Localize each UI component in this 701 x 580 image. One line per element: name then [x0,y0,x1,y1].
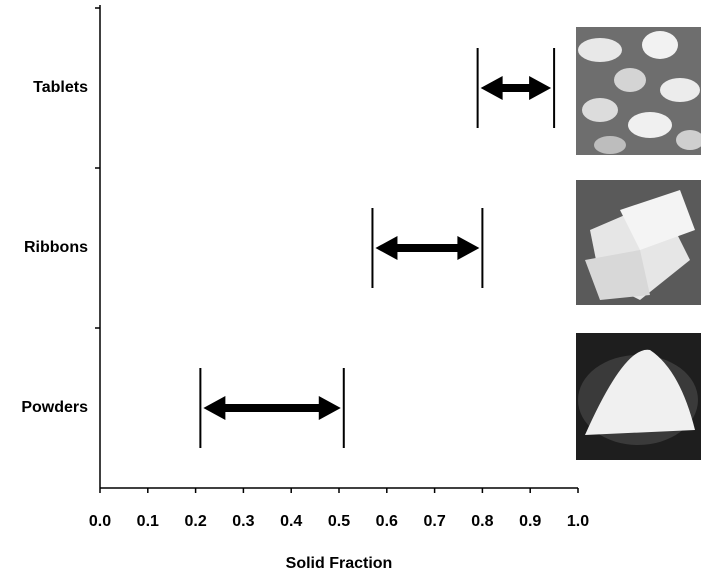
x-tick-label: 0.0 [89,513,111,530]
range-arrow [481,76,551,100]
photo-ribbons [576,180,701,305]
x-tick-label: 0.5 [328,513,350,530]
x-tick-label: 0.9 [519,513,541,530]
x-tick-label: 0.8 [471,513,493,530]
photo-powders [576,333,701,460]
range-arrow [203,396,340,420]
x-tick-label: 0.1 [137,513,159,530]
x-tick-label: 0.3 [232,513,254,530]
x-tick-label: 1.0 [567,513,589,530]
range-arrow [375,236,479,260]
x-tick-label: 0.7 [423,513,445,530]
x-axis-title: Solid Fraction [286,555,393,572]
x-tick-label: 0.4 [280,513,302,530]
photo-tablets [576,27,701,155]
x-tick-label: 0.6 [376,513,398,530]
y-tick-label: Powders [21,399,88,416]
y-tick-label: Tablets [33,79,88,96]
y-tick-label: Ribbons [24,239,88,256]
chart: Solid Fraction 0.0 0.1 0.2 0.3 0.4 0.5 0.6 0.7 0… [0,0,701,580]
x-tick-label: 0.2 [184,513,206,530]
